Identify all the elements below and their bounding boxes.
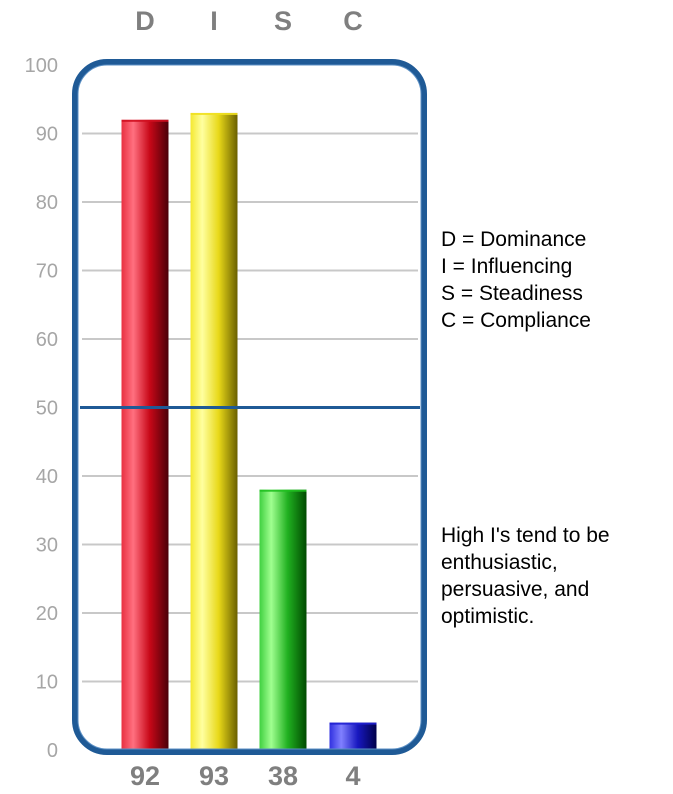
y-tick-label: 100 bbox=[25, 55, 58, 77]
y-tick-label: 0 bbox=[47, 740, 58, 762]
value-label-d: 92 bbox=[130, 761, 160, 791]
value-label-i: 93 bbox=[199, 761, 229, 791]
bar-d bbox=[121, 119, 169, 751]
legend-line-compliance: C = Compliance bbox=[441, 309, 591, 332]
y-tick-label: 70 bbox=[36, 261, 58, 283]
value-labels: 92 93 38 4 bbox=[130, 761, 361, 791]
bar-i bbox=[190, 112, 238, 750]
description-line: enthusiastic, bbox=[441, 551, 558, 574]
bar-cap-s bbox=[259, 489, 307, 492]
legend-line-steadiness: S = Steadiness bbox=[441, 282, 583, 305]
value-label-s: 38 bbox=[268, 761, 298, 791]
chart-frame-inner bbox=[77, 64, 422, 750]
bar-cap-d bbox=[121, 119, 169, 122]
y-axis-ticks: 0 10 20 30 40 50 60 70 80 90 100 bbox=[25, 55, 58, 762]
legend-line-influencing: I = Influencing bbox=[441, 255, 573, 278]
chart-frame bbox=[72, 59, 427, 755]
value-label-c: 4 bbox=[345, 761, 360, 791]
bar-cap-i bbox=[190, 112, 238, 115]
y-tick-label: 90 bbox=[36, 124, 58, 146]
y-tick-label: 30 bbox=[36, 535, 58, 557]
legend-line-dominance: D = Dominance bbox=[441, 228, 587, 251]
y-tick-label: 40 bbox=[36, 466, 58, 488]
category-label-s: S bbox=[274, 6, 292, 36]
y-tick-label: 10 bbox=[36, 672, 58, 694]
category-label-d: D bbox=[135, 6, 155, 36]
description-line: persuasive, and bbox=[441, 578, 590, 601]
y-tick-label: 20 bbox=[36, 603, 58, 625]
bar-s bbox=[259, 489, 307, 750]
description-line: optimistic. bbox=[441, 605, 535, 628]
bar-c bbox=[329, 722, 377, 750]
legend: D = Dominance I = Influencing S = Steadi… bbox=[441, 226, 591, 334]
category-label-i: I bbox=[210, 6, 218, 36]
category-label-c: C bbox=[343, 6, 363, 36]
bar-cap-c bbox=[329, 722, 377, 725]
y-tick-label: 80 bbox=[36, 192, 58, 214]
y-tick-label: 60 bbox=[36, 329, 58, 351]
y-tick-label: 50 bbox=[36, 398, 58, 420]
description: High I's tend to be enthusiastic, persua… bbox=[441, 522, 610, 630]
description-line: High I's tend to be bbox=[441, 524, 610, 547]
bars bbox=[121, 112, 377, 751]
